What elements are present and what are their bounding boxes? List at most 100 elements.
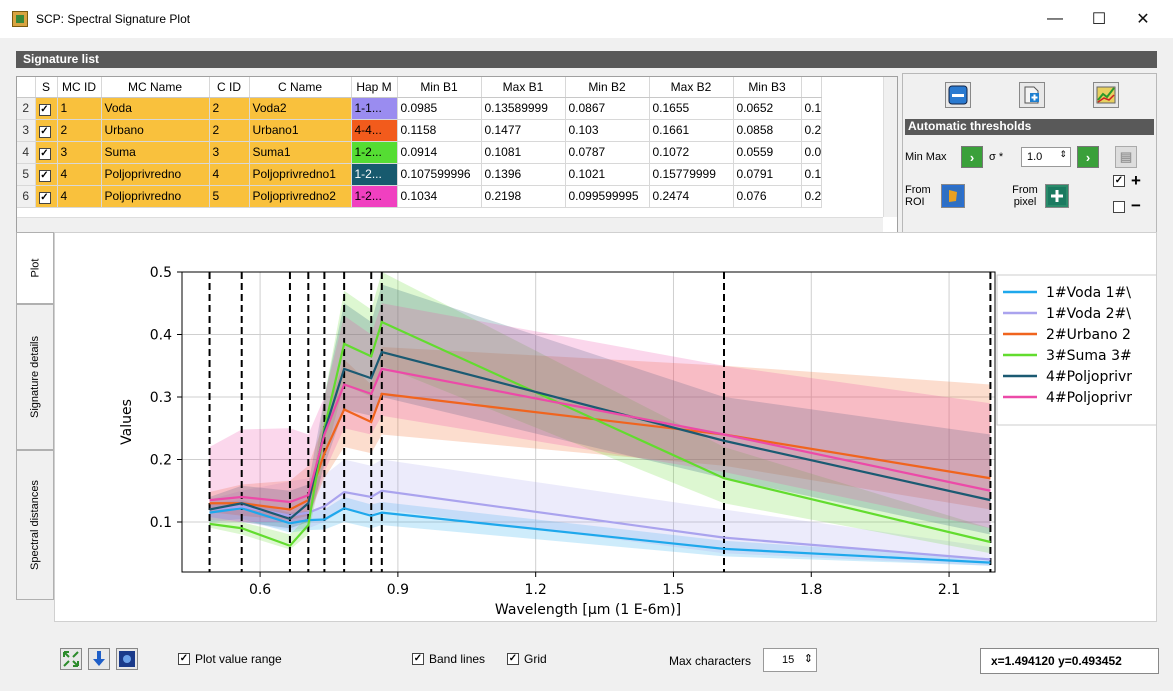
min-b1[interactable]: 0.0985 xyxy=(397,97,482,120)
selected-checkbox[interactable]: ✓ xyxy=(35,163,58,186)
row-number[interactable]: 2 xyxy=(17,97,36,120)
plot-value-range-option[interactable]: ✓ Plot value range xyxy=(178,652,282,666)
min-b2[interactable]: 0.0787 xyxy=(565,141,650,164)
plot-value-range-checkbox[interactable]: ✓ xyxy=(178,653,190,665)
tab-spectral-distances[interactable]: Spectral distances xyxy=(16,450,54,600)
minmax-run-button[interactable]: › xyxy=(961,146,983,168)
col-header-maxb2[interactable]: Max B2 xyxy=(649,77,734,98)
table-row[interactable]: 5 ✓ 4 Poljoprivredno 4 Poljoprivredno1 1-2... 0… xyxy=(17,163,823,186)
min-b1[interactable]: 0.1034 xyxy=(397,185,482,208)
checkbox[interactable]: ✓ xyxy=(38,191,51,204)
checkbox[interactable]: ✓ xyxy=(38,147,51,160)
color-cell[interactable]: 1-1... xyxy=(351,97,398,120)
min-b2[interactable]: 0.1021 xyxy=(565,163,650,186)
c-id[interactable]: 2 xyxy=(209,119,250,142)
table-row[interactable]: 2 ✓ 1 Voda 2 Voda2 1-1... 0.0985 0.13589999 0.086… xyxy=(17,97,823,120)
min-b1[interactable]: 0.107599996 xyxy=(397,163,482,186)
col-header-minb1[interactable]: Min B1 xyxy=(397,77,482,98)
selected-checkbox[interactable]: ✓ xyxy=(35,141,58,164)
col-header-minb2[interactable]: Min B2 xyxy=(565,77,650,98)
color-cell[interactable]: 4-4... xyxy=(351,119,398,142)
min-b2[interactable]: 0.0867 xyxy=(565,97,650,120)
min-b2[interactable]: 0.099599995 xyxy=(565,185,650,208)
from-pixel-button[interactable] xyxy=(1045,184,1069,208)
col-header-s[interactable]: S xyxy=(35,77,58,98)
table-row[interactable]: 3 ✓ 2 Urbano 2 Urbano1 4-4... 0.1158 0.1477 0.103… xyxy=(17,119,823,142)
spin-arrows-icon[interactable]: ⇕ xyxy=(1059,149,1067,159)
truncated-value[interactable]: 0.1 xyxy=(801,163,823,186)
truncated-value[interactable]: 0.2 xyxy=(801,185,823,208)
mc-name[interactable]: Urbano xyxy=(101,119,210,142)
max-b1[interactable]: 0.2198 xyxy=(481,185,566,208)
remove-signature-button[interactable] xyxy=(945,82,971,108)
mc-id[interactable]: 4 xyxy=(57,185,102,208)
mc-id[interactable]: 3 xyxy=(57,141,102,164)
c-name[interactable]: Poljoprivredno2 xyxy=(249,185,352,208)
c-id[interactable]: 4 xyxy=(209,163,250,186)
minimize-button[interactable]: — xyxy=(1047,10,1063,27)
col-header-minb3[interactable]: Min B3 xyxy=(733,77,802,98)
c-id[interactable]: 5 xyxy=(209,185,250,208)
max-b1[interactable]: 0.13589999 xyxy=(481,97,566,120)
calculate-spectra-button[interactable] xyxy=(1093,82,1119,108)
grid-checkbox[interactable]: ✓ xyxy=(507,653,519,665)
col-header-cid[interactable]: C ID xyxy=(209,77,250,98)
min-b3[interactable]: 0.076 xyxy=(733,185,802,208)
min-b1[interactable]: 0.1158 xyxy=(397,119,482,142)
max-b2[interactable]: 0.1661 xyxy=(649,119,734,142)
max-b1[interactable]: 0.1477 xyxy=(481,119,566,142)
row-number[interactable]: 4 xyxy=(17,141,36,164)
col-header-mcname[interactable]: MC Name xyxy=(101,77,210,98)
add-to-list-button[interactable] xyxy=(1019,82,1045,108)
table-row[interactable]: 4 ✓ 3 Suma 3 Suma1 1-2... 0.0914 0.1081 0.0787 0.1… xyxy=(17,141,823,164)
selected-checkbox[interactable]: ✓ xyxy=(35,97,58,120)
max-b2[interactable]: 0.1072 xyxy=(649,141,734,164)
row-number[interactable]: 3 xyxy=(17,119,36,142)
c-name[interactable]: Suma1 xyxy=(249,141,352,164)
plot-area[interactable]: 0.6 0.9 1.2 1.5 1.8 2.1 0.1 0.2 0.3 0.4 0.5 Wavele… xyxy=(54,232,1168,622)
max-b2[interactable]: 0.15779999 xyxy=(649,163,734,186)
from-roi-button[interactable] xyxy=(941,184,965,208)
min-b2[interactable]: 0.103 xyxy=(565,119,650,142)
color-cell[interactable]: 1-2... xyxy=(351,141,398,164)
col-header-mcid[interactable]: MC ID xyxy=(57,77,102,98)
min-b3[interactable]: 0.0858 xyxy=(733,119,802,142)
selected-checkbox[interactable]: ✓ xyxy=(35,185,58,208)
row-number[interactable]: 6 xyxy=(17,185,36,208)
min-b3[interactable]: 0.0652 xyxy=(733,97,802,120)
plot-settings-button[interactable] xyxy=(116,648,138,670)
max-b1[interactable]: 0.1081 xyxy=(481,141,566,164)
max-b2[interactable]: 0.1655 xyxy=(649,97,734,120)
mc-name[interactable]: Suma xyxy=(101,141,210,164)
color-cell[interactable]: 1-2... xyxy=(351,163,398,186)
max-characters-spinbox[interactable]: 15 ⇕ xyxy=(763,648,817,672)
mc-id[interactable]: 4 xyxy=(57,163,102,186)
truncated-value[interactable]: 0.2 xyxy=(801,119,823,142)
signature-table[interactable]: S MC ID MC Name C ID C Name Hap M Min B1… xyxy=(16,76,898,255)
reset-threshold-button[interactable]: ▤ xyxy=(1115,146,1137,168)
checkbox[interactable]: ✓ xyxy=(38,103,51,116)
c-id[interactable]: 2 xyxy=(209,97,250,120)
mc-name[interactable]: Voda xyxy=(101,97,210,120)
band-lines-option[interactable]: ✓ Band lines xyxy=(412,652,485,666)
c-name[interactable]: Voda2 xyxy=(249,97,352,120)
save-plot-button[interactable] xyxy=(88,648,110,670)
spectral-signature-chart[interactable]: 0.6 0.9 1.2 1.5 1.8 2.1 0.1 0.2 0.3 0.4 0.5 Wavele… xyxy=(55,233,1168,621)
mc-name[interactable]: Poljoprivredno xyxy=(101,185,210,208)
spin-arrows-icon[interactable]: ⇕ xyxy=(803,653,813,665)
max-b2[interactable]: 0.2474 xyxy=(649,185,734,208)
maximize-button[interactable]: ☐ xyxy=(1091,11,1107,28)
fit-to-data-button[interactable] xyxy=(60,648,82,670)
c-id[interactable]: 3 xyxy=(209,141,250,164)
grid-option[interactable]: ✓ Grid xyxy=(507,652,547,666)
max-b1[interactable]: 0.1396 xyxy=(481,163,566,186)
selected-checkbox[interactable]: ✓ xyxy=(35,119,58,142)
truncated-value[interactable]: 0.1 xyxy=(801,97,823,120)
close-button[interactable]: ✕ xyxy=(1136,11,1150,28)
c-name[interactable]: Poljoprivredno1 xyxy=(249,163,352,186)
sigma-run-button[interactable]: › xyxy=(1077,146,1099,168)
mc-id[interactable]: 2 xyxy=(57,119,102,142)
remove-checkbox[interactable] xyxy=(1113,201,1125,213)
truncated-value[interactable]: 0.0 xyxy=(801,141,823,164)
tab-signature-details[interactable]: Signature details xyxy=(16,304,54,450)
